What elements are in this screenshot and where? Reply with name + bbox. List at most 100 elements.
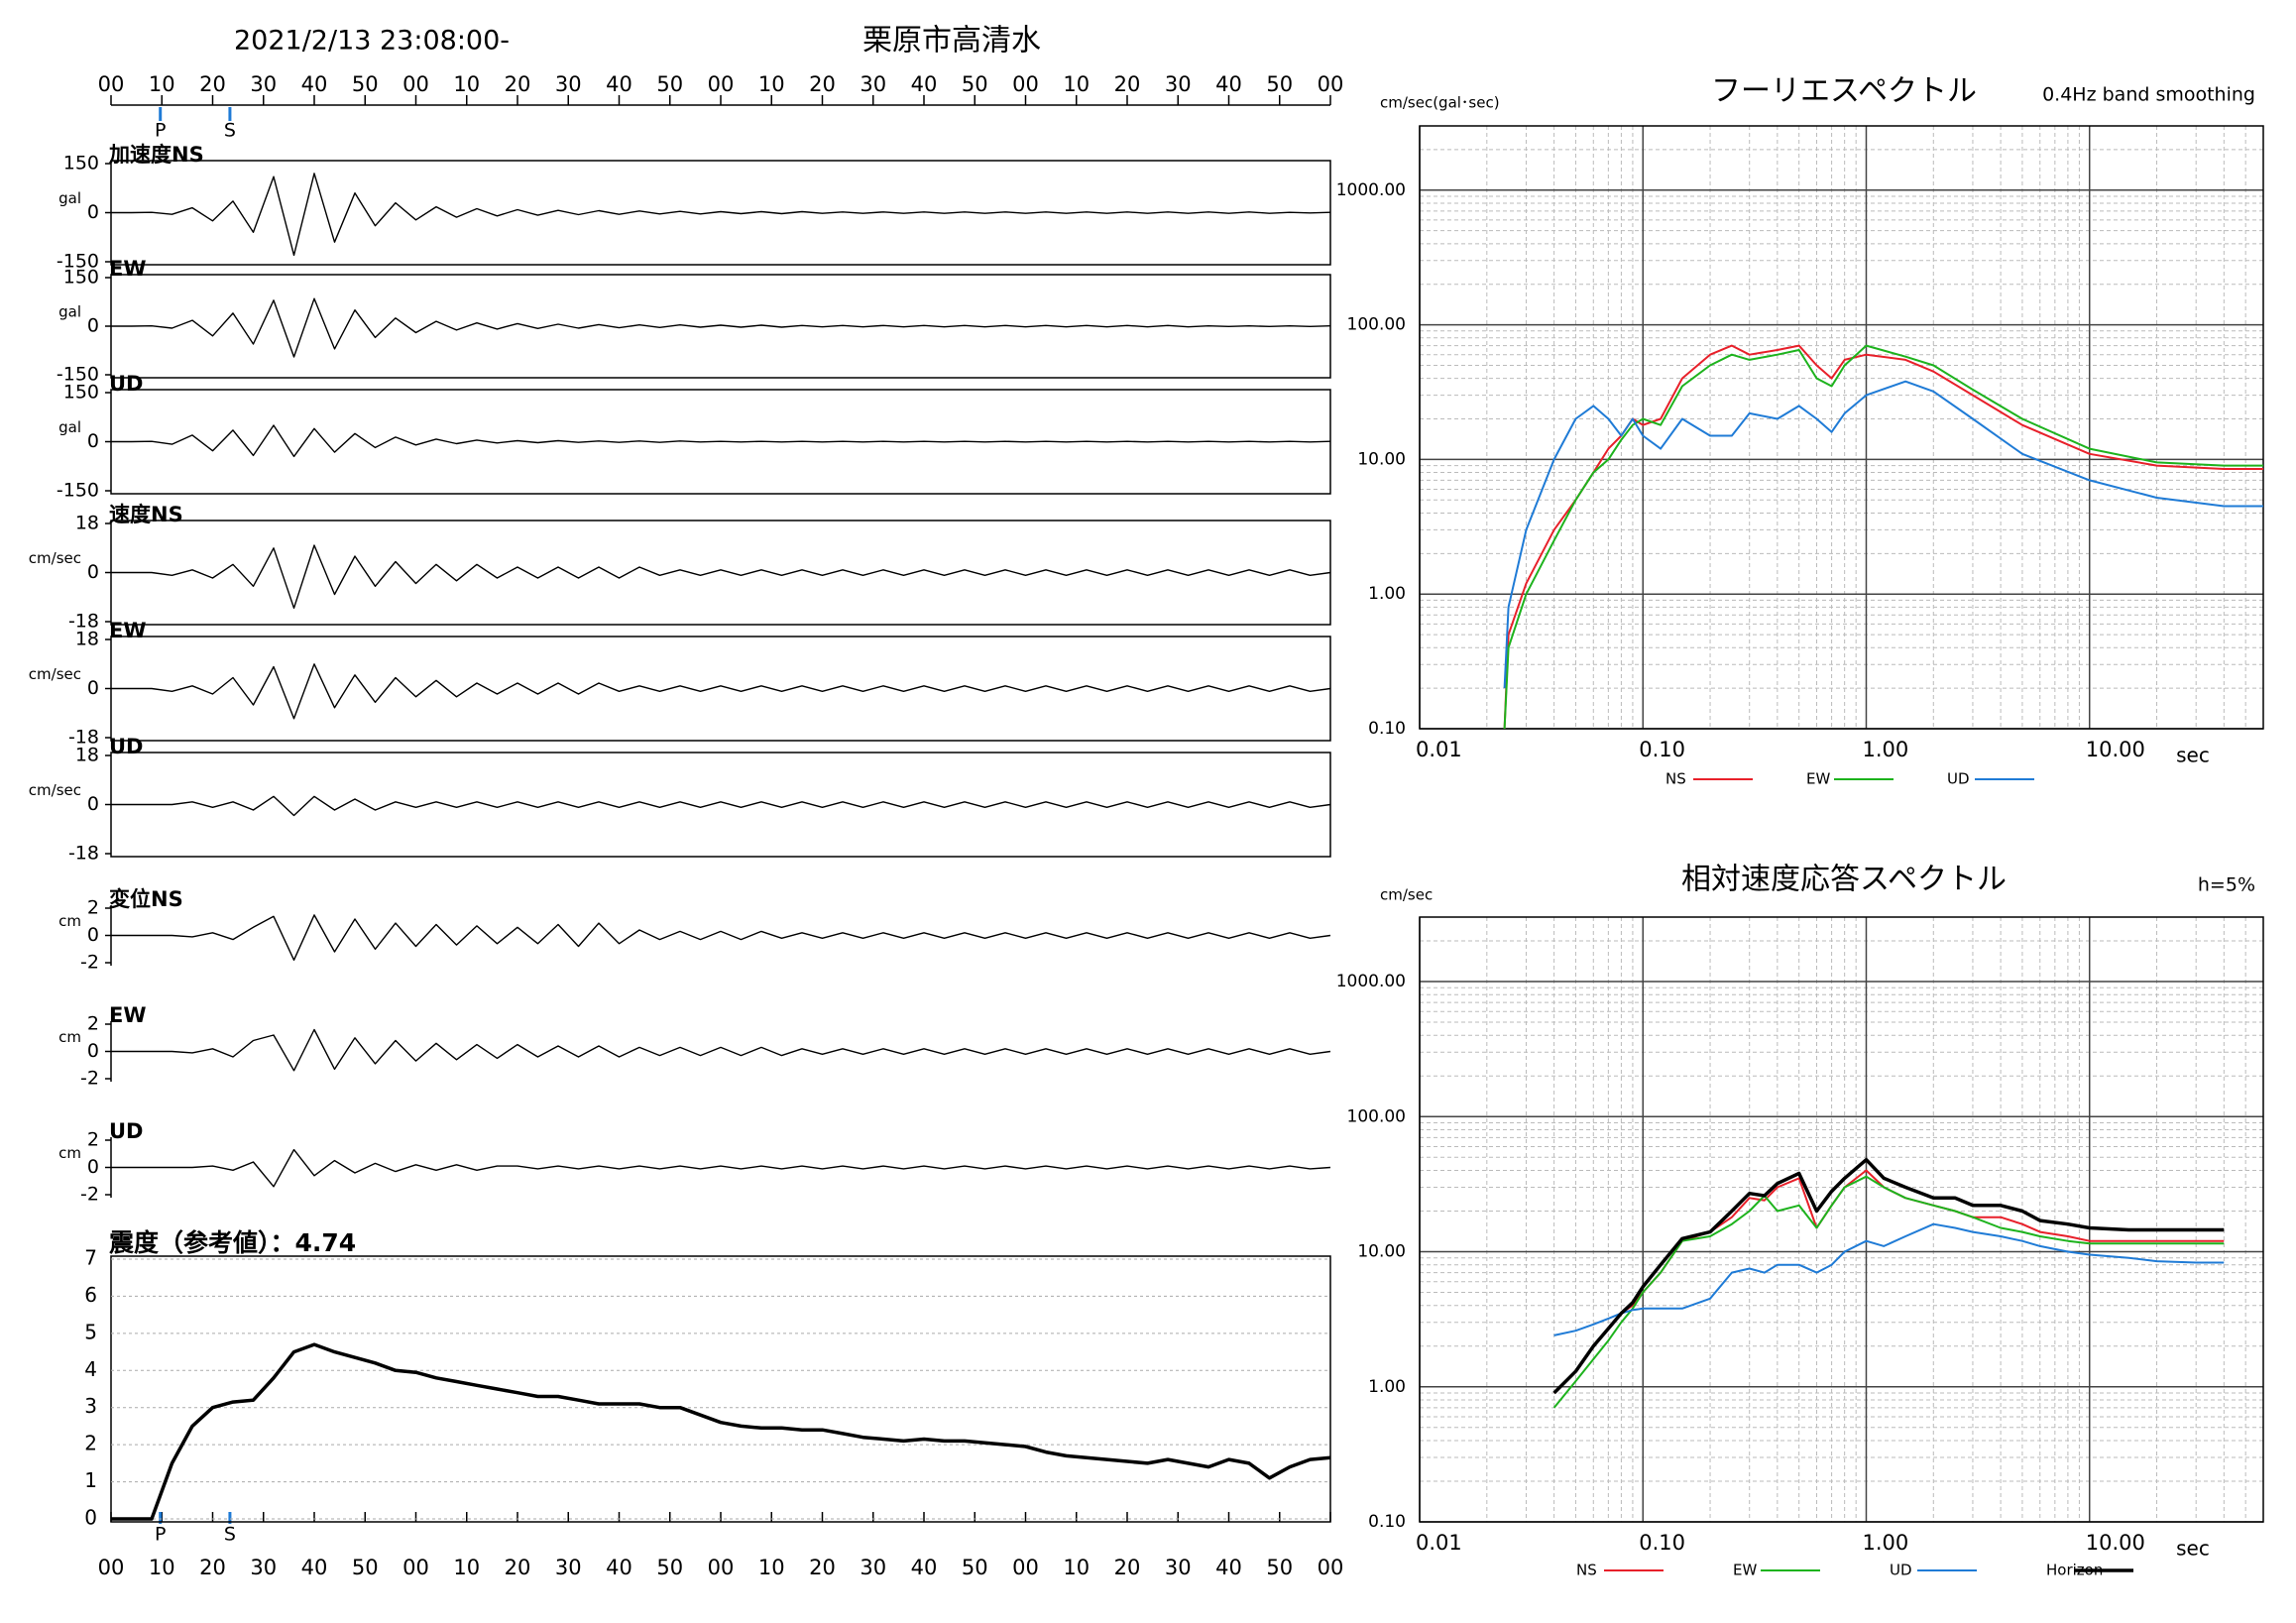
x-tick-label: 10 — [1063, 1556, 1090, 1579]
y-tick-label: 0 — [87, 677, 99, 699]
x-tick-label: 1.00 — [1862, 738, 1908, 761]
spectrum-line — [1503, 344, 2263, 730]
x-tick-label: 40 — [606, 72, 632, 96]
x-tick-label: 40 — [606, 1556, 632, 1579]
y-tick-label: -18 — [68, 727, 99, 749]
x-tick-label: 10 — [1063, 72, 1090, 96]
y-tick-label: 7 — [84, 1246, 97, 1270]
y-tick-label: 1000.00 — [1336, 972, 1406, 991]
y-axis-label: cm/sec — [1380, 886, 1433, 904]
y-tick-label: 1.00 — [1368, 584, 1406, 604]
x-tick-label: 40 — [1215, 1556, 1242, 1579]
x-tick-label: 00 — [98, 1556, 125, 1579]
x-tick-label: 00 — [708, 72, 735, 96]
unit-label: cm/sec — [29, 665, 81, 683]
y-tick-label: 100.00 — [1347, 315, 1406, 335]
panel-label: UD — [109, 735, 143, 758]
x-tick-label: 10 — [758, 1556, 785, 1579]
y-tick-label: 0 — [87, 315, 99, 337]
y-tick-label: 10.00 — [1357, 1242, 1406, 1262]
x-tick-label: 30 — [860, 72, 886, 96]
unit-label: gal — [58, 303, 81, 321]
x-tick-label: 30 — [1165, 1556, 1192, 1579]
phase-label: S — [224, 1524, 236, 1546]
y-tick-label: -2 — [80, 1184, 99, 1206]
y-tick-label: 10.00 — [1357, 449, 1406, 469]
x-tick-label: 10 — [758, 72, 785, 96]
spectrum-line — [1553, 1222, 2225, 1336]
x-tick-label: 30 — [250, 72, 277, 96]
x-tick-label: 20 — [809, 72, 836, 96]
x-tick-label: 0.10 — [1639, 1531, 1685, 1555]
unit-label: cm — [58, 1144, 81, 1162]
y-tick-label: 0 — [87, 430, 99, 452]
x-tick-label: 40 — [301, 1556, 328, 1579]
x-axis-label: sec — [2176, 1537, 2210, 1561]
y-tick-label: 4 — [84, 1357, 97, 1381]
x-tick-label: 40 — [911, 1556, 938, 1579]
spectrum-line — [1503, 344, 2263, 730]
chart-title: 2021/2/13 23:08:00- — [234, 26, 510, 57]
spectrum-line — [1552, 1157, 2225, 1395]
chart-subtitle: h=5% — [2198, 874, 2255, 896]
x-tick-label: 10.00 — [2086, 1531, 2145, 1555]
panel-label: EW — [109, 1003, 147, 1027]
x-tick-label: 00 — [402, 72, 429, 96]
y-tick-label: 100.00 — [1347, 1106, 1406, 1126]
x-tick-label: 20 — [199, 1556, 226, 1579]
panel-label: UD — [109, 372, 143, 396]
x-tick-label: 20 — [199, 72, 226, 96]
x-tick-label: 20 — [1114, 72, 1141, 96]
legend-label: NS — [1665, 770, 1686, 788]
x-tick-label: 20 — [809, 1556, 836, 1579]
waveform — [111, 544, 1331, 609]
unit-label: gal — [58, 418, 81, 436]
y-tick-label: 2 — [84, 1432, 97, 1455]
y-axis-label: cm/sec(gal･sec) — [1380, 94, 1500, 112]
legend-label: UD — [1947, 770, 1970, 788]
x-tick-label: 50 — [352, 1556, 379, 1579]
y-tick-label: 150 — [63, 153, 99, 174]
waveform — [111, 1028, 1331, 1072]
intensity-line — [111, 1342, 1331, 1521]
x-tick-label: 30 — [555, 72, 582, 96]
x-tick-label: 40 — [1215, 72, 1242, 96]
x-tick-label: 0.01 — [1416, 738, 1462, 761]
y-tick-label: -150 — [57, 251, 99, 273]
y-tick-label: 1 — [84, 1468, 97, 1492]
y-tick-label: -150 — [57, 364, 99, 386]
y-tick-label: 2 — [87, 1013, 99, 1035]
x-tick-label: 10.00 — [2086, 738, 2145, 761]
y-tick-label: 0 — [84, 1506, 97, 1530]
waveform — [111, 173, 1331, 257]
y-tick-label: 2 — [87, 897, 99, 919]
y-tick-label: 3 — [84, 1394, 97, 1418]
x-tick-label: 0.10 — [1639, 738, 1685, 761]
waveform — [111, 1148, 1331, 1188]
x-tick-label: 00 — [1318, 1556, 1344, 1579]
y-tick-label: 5 — [84, 1320, 97, 1343]
legend-label: EW — [1806, 770, 1830, 788]
panel-frame — [110, 636, 1331, 742]
waveform — [111, 914, 1331, 961]
y-tick-label: 2 — [87, 1129, 99, 1151]
plot-frame — [1419, 125, 2264, 730]
y-tick-label: 18 — [75, 629, 99, 650]
y-tick-label: 150 — [63, 267, 99, 289]
x-tick-label: 20 — [1114, 1556, 1141, 1579]
x-tick-label: 00 — [1318, 72, 1344, 96]
x-tick-label: 10 — [453, 72, 480, 96]
spectrum-line — [1503, 380, 2263, 689]
x-tick-label: 00 — [402, 1556, 429, 1579]
legend-label: NS — [1576, 1562, 1597, 1579]
legend-label: EW — [1733, 1562, 1757, 1579]
panel-frame — [110, 752, 1331, 858]
y-tick-label: -18 — [68, 611, 99, 633]
y-tick-label: 0.10 — [1368, 719, 1406, 739]
y-tick-label: 18 — [75, 513, 99, 534]
x-tick-label: 10 — [453, 1556, 480, 1579]
panel-label: UD — [109, 1119, 143, 1143]
x-tick-label: 40 — [301, 72, 328, 96]
x-tick-label: 30 — [860, 1556, 886, 1579]
